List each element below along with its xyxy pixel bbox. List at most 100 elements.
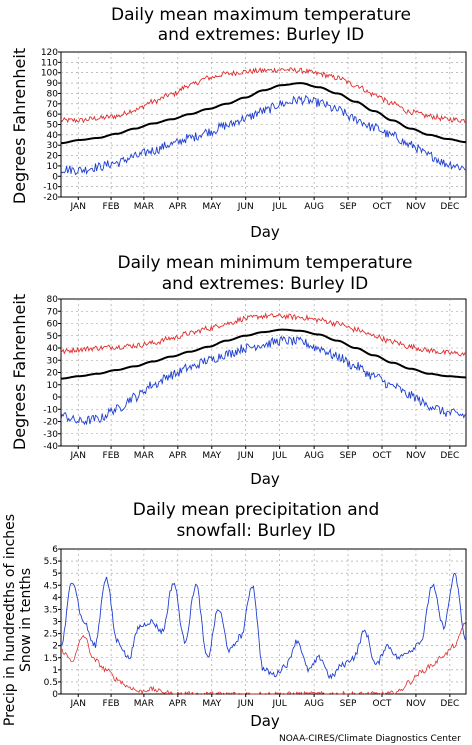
y-tick-label: 4 bbox=[52, 593, 58, 603]
chart-precip-title-line1: Daily mean precipitation and bbox=[133, 500, 380, 520]
y-tick-label: 0.5 bbox=[44, 678, 58, 688]
x-tick-label: MAR bbox=[134, 451, 154, 461]
x-tick-label: DEC bbox=[440, 699, 459, 709]
y-tick-label: 10 bbox=[47, 381, 59, 391]
y-tick-label: -10 bbox=[43, 405, 58, 415]
x-tick-label: APR bbox=[169, 202, 187, 212]
series-line-extreme_low bbox=[60, 94, 467, 176]
x-tick-label: FEB bbox=[103, 202, 120, 212]
y-tick-label: 3.5 bbox=[44, 605, 58, 615]
x-tick-label: OCT bbox=[373, 451, 392, 461]
y-tick-label: 30 bbox=[47, 356, 59, 366]
x-tick-label: JUL bbox=[272, 202, 287, 212]
chart-max-temp: Daily mean maximum temperature and extre… bbox=[10, 5, 467, 241]
chart-precip-xlabel: Day bbox=[250, 712, 280, 730]
y-tick-label: 0 bbox=[52, 690, 58, 700]
x-tick-label: FEB bbox=[103, 451, 120, 461]
y-tick-label: -10 bbox=[43, 183, 58, 193]
y-tick-label: 70 bbox=[47, 100, 59, 110]
x-tick-label: MAY bbox=[202, 451, 221, 461]
y-tick-label: 5 bbox=[52, 569, 58, 579]
x-tick-label: JUL bbox=[272, 451, 287, 461]
y-tick-label: 60 bbox=[47, 110, 59, 120]
x-tick-label: APR bbox=[169, 699, 187, 709]
chart-min-temp-plot: -40 -30 -20 -10 0 10 20 30 40 50 60 70 80 JAN FEB MAR AP… bbox=[43, 295, 467, 461]
x-tick-label: JUL bbox=[272, 699, 287, 709]
x-tick-label: JUN bbox=[237, 699, 254, 709]
series-line-snow bbox=[60, 620, 467, 695]
y-tick-label: 20 bbox=[47, 369, 59, 379]
y-tick-label: 50 bbox=[47, 332, 59, 342]
x-tick-label: NOV bbox=[406, 699, 427, 709]
series-line-extreme_high bbox=[60, 312, 467, 357]
x-tick-label: AUG bbox=[304, 699, 324, 709]
chart-precip-ylabel-line1: Precip in hundredths of inches bbox=[2, 514, 18, 726]
y-tick-label: 110 bbox=[41, 58, 58, 68]
x-tick-label: OCT bbox=[373, 699, 392, 709]
x-tick-label: MAY bbox=[202, 202, 221, 212]
x-tick-label: NOV bbox=[406, 451, 427, 461]
chart-precip-plot: 0 0.5 1 1.5 2 2.5 3 3.5 4 4.5 5 5.5 6 JAN FEB MAR APR MAY… bbox=[44, 545, 467, 709]
chart-min-temp-title-line2: and extremes: Burley ID bbox=[162, 274, 369, 294]
series-line-mean bbox=[61, 82, 466, 145]
series-line-extreme_high bbox=[60, 66, 467, 124]
chart-max-temp-title-line1: Daily mean maximum temperature bbox=[111, 5, 411, 25]
y-tick-label: 60 bbox=[47, 320, 59, 330]
y-tick-label: 0 bbox=[52, 172, 58, 182]
x-tick-label: DEC bbox=[440, 202, 459, 212]
chart-min-temp-ylabel: Degrees Fahrenheit bbox=[10, 294, 29, 450]
x-tick-label: AUG bbox=[304, 202, 324, 212]
x-tick-label: JAN bbox=[70, 202, 86, 212]
y-tick-label: 4.5 bbox=[44, 581, 58, 591]
y-tick-label: 100 bbox=[41, 69, 58, 79]
x-tick-label: JAN bbox=[70, 699, 86, 709]
y-tick-label: 120 bbox=[41, 48, 58, 58]
x-tick-label: MAR bbox=[134, 202, 154, 212]
y-tick-label: 30 bbox=[47, 141, 59, 151]
chart-max-temp-xlabel: Day bbox=[250, 223, 280, 241]
y-tick-label: 80 bbox=[47, 89, 59, 99]
x-tick-label: JUN bbox=[237, 202, 254, 212]
x-tick-label: APR bbox=[169, 451, 187, 461]
x-tick-label: MAY bbox=[202, 699, 221, 709]
y-tick-label: 0 bbox=[52, 393, 58, 403]
chart-max-temp-ylabel: Degrees Fahrenheit bbox=[10, 48, 29, 204]
y-tick-label: 80 bbox=[47, 295, 59, 305]
x-tick-label: DEC bbox=[440, 451, 459, 461]
y-tick-label: 2.5 bbox=[44, 630, 58, 640]
y-tick-label: -20 bbox=[43, 418, 58, 428]
y-tick-label: 50 bbox=[47, 121, 59, 131]
y-tick-label: 6 bbox=[52, 545, 58, 555]
y-tick-label: 1.5 bbox=[44, 654, 58, 664]
chart-min-temp: Daily mean minimum temperature and extre… bbox=[10, 253, 467, 488]
x-tick-label: JAN bbox=[70, 451, 86, 461]
series-line-extreme_low bbox=[60, 335, 467, 426]
x-tick-label: SEP bbox=[340, 699, 357, 709]
y-tick-label: 90 bbox=[47, 79, 59, 89]
y-tick-label: 10 bbox=[47, 162, 59, 172]
x-tick-label: FEB bbox=[103, 699, 120, 709]
chart-precip-title-line2: snowfall: Burley ID bbox=[176, 521, 335, 541]
y-tick-label: -20 bbox=[43, 193, 58, 203]
y-tick-label: -40 bbox=[43, 442, 58, 452]
chart-precip: Daily mean precipitation and snowfall: B… bbox=[2, 500, 467, 730]
y-tick-label: 2 bbox=[52, 642, 58, 652]
y-tick-label: 3 bbox=[52, 618, 58, 628]
series-line-precip bbox=[60, 572, 467, 680]
x-tick-label: SEP bbox=[340, 451, 357, 461]
y-tick-label: 5.5 bbox=[44, 557, 58, 567]
chart-max-temp-title-line2: and extremes: Burley ID bbox=[158, 25, 365, 45]
chart-min-temp-title-line1: Daily mean minimum temperature bbox=[118, 253, 413, 273]
x-tick-label: MAR bbox=[134, 699, 154, 709]
y-tick-label: 20 bbox=[47, 152, 59, 162]
y-tick-label: -30 bbox=[43, 430, 58, 440]
chart-precip-ylabel-line2: Snow in tenths bbox=[18, 568, 34, 672]
y-tick-label: 1 bbox=[52, 666, 58, 676]
x-tick-label: SEP bbox=[340, 202, 357, 212]
y-tick-label: 40 bbox=[47, 344, 59, 354]
footer-credit: NOAA-CIRES/Climate Diagnostics Center bbox=[279, 734, 461, 744]
chart-min-temp-xlabel: Day bbox=[250, 470, 280, 488]
series-line-mean bbox=[61, 328, 466, 380]
